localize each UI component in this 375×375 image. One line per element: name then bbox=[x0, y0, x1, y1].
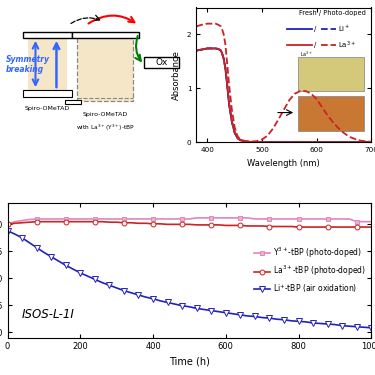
Bar bbox=[78, 36, 134, 101]
X-axis label: Time (h): Time (h) bbox=[169, 357, 210, 367]
Text: ISOS-L-1I: ISOS-L-1I bbox=[22, 308, 75, 321]
Text: Fresh / Photo-doped: Fresh / Photo-doped bbox=[299, 10, 366, 16]
Text: La$^{3+}$: La$^{3+}$ bbox=[300, 50, 313, 58]
Bar bbox=[23, 32, 72, 38]
Text: Spiro-OMeTAD: Spiro-OMeTAD bbox=[83, 112, 128, 117]
Text: Symmetry
breaking: Symmetry breaking bbox=[6, 55, 50, 74]
X-axis label: Wavelength (nm): Wavelength (nm) bbox=[248, 159, 320, 168]
Bar bbox=[23, 90, 72, 96]
Bar bbox=[28, 36, 67, 92]
Text: Li$^+$: Li$^+$ bbox=[338, 24, 351, 34]
Bar bbox=[65, 100, 81, 104]
Text: La$^{3+}$: La$^{3+}$ bbox=[338, 40, 356, 51]
Text: with La$^{3+}$(Y$^{3+}$)-tBP: with La$^{3+}$(Y$^{3+}$)-tBP bbox=[76, 122, 135, 133]
Bar bbox=[144, 57, 179, 68]
Text: Ox: Ox bbox=[155, 58, 168, 67]
Bar bbox=[72, 32, 139, 38]
Bar bbox=[298, 57, 364, 91]
Y-axis label: Absorbance: Absorbance bbox=[172, 50, 182, 100]
Bar bbox=[298, 96, 364, 131]
Text: /: / bbox=[314, 26, 316, 32]
Text: /: / bbox=[314, 42, 316, 48]
Text: Spiro-OMeTAD: Spiro-OMeTAD bbox=[25, 106, 70, 111]
Legend: Y$^{3+}$-tBP (photo-doped), La$^{3+}$-tBP (photo-doped), Li$^{+}$-tBP (air oxida: Y$^{3+}$-tBP (photo-doped), La$^{3+}$-tB… bbox=[251, 243, 369, 298]
